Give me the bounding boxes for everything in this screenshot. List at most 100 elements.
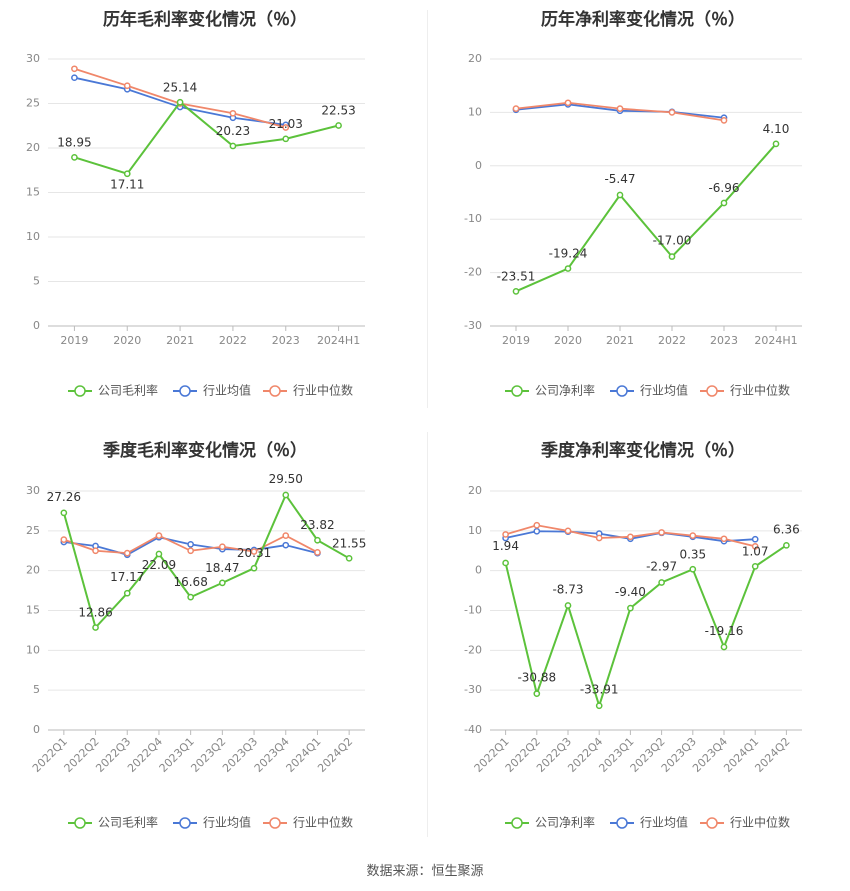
annual-gross-point-industry_median <box>123 82 131 90</box>
quarterly-net-point-industry_median <box>595 534 603 542</box>
panel-divider-top <box>427 10 428 408</box>
quarterly-net-point-company <box>627 604 634 612</box>
quarterly-gross-ytick-label: 0 <box>33 723 40 736</box>
quarterly-gross-legend-marker-company <box>74 817 86 829</box>
annual-net-title: 历年净利率变化情况（％） <box>541 9 745 30</box>
quarterly-gross-data-label: 12.86 <box>78 606 112 620</box>
quarterly-net-data-label: -9.40 <box>615 585 646 599</box>
quarterly-net-point-industry_median <box>564 527 572 535</box>
annual-gross-legend-label: 公司毛利率 <box>98 383 158 398</box>
quarterly-gross-ytick-label: 5 <box>33 683 40 696</box>
annual-gross-legend-marker-company <box>74 385 86 397</box>
quarterly-net-point-company <box>564 602 572 609</box>
quarterly-net-ytick-label: 20 <box>468 484 482 497</box>
annual-net-legend-marker-industry_median <box>706 385 718 397</box>
annual-net-ytick-label: 20 <box>468 52 482 65</box>
quarterly-net-data-label: 1.94 <box>492 539 519 553</box>
quarterly-net-ytick-label: -30 <box>464 683 482 696</box>
annual-gross-ytick-label: 15 <box>26 186 40 199</box>
annual-gross-xtick-label: 2020 <box>113 334 141 347</box>
annual-net-data-label: -17.00 <box>653 234 692 248</box>
quarterly-gross-point-company <box>60 509 68 517</box>
annual-net-data-label: -5.47 <box>604 172 635 186</box>
annual-net-xtick-label: 2024H1 <box>754 334 797 347</box>
annual-gross-line-industry_median <box>74 67 286 129</box>
quarterly-net-line-company <box>504 544 787 710</box>
annual-net-point-industry_median <box>512 105 520 113</box>
annual-net-data-label: -6.96 <box>708 181 739 195</box>
quarterly-gross-data-label: 21.55 <box>332 536 366 550</box>
annual-net-line-company <box>515 143 777 293</box>
quarterly-net-point-company <box>595 702 603 710</box>
quarterly-gross-legend-label: 行业中位数 <box>293 815 353 830</box>
annual-net-data-label: 4.10 <box>763 122 790 136</box>
quarterly-net-ytick-label: -20 <box>464 643 482 656</box>
annual-net-point-industry_median <box>564 99 572 107</box>
quarterly-net-data-label: 1.07 <box>742 544 769 558</box>
annual-net-ytick-label: -20 <box>464 266 482 279</box>
annual-net-legend-label: 行业均值 <box>640 383 688 398</box>
quarterly-net-point-industry_median <box>533 521 541 529</box>
annual-gross-legend-marker-industry_median <box>269 385 281 397</box>
quarterly-net-data-label: -19.16 <box>705 624 744 638</box>
annual-net-point-industry_median <box>616 105 624 113</box>
annual-net-ytick-label: 10 <box>468 105 482 118</box>
annual-net-point-industry_median <box>668 109 676 116</box>
annual-net-point-industry_median <box>720 117 728 124</box>
quarterly-net-data-label: -30.88 <box>517 671 556 685</box>
annual-gross-ytick-label: 20 <box>26 141 40 154</box>
annual-gross-data-label: 22.53 <box>321 103 355 117</box>
quarterly-net-point-company <box>751 563 759 570</box>
quarterly-net-ytick-label: 10 <box>468 524 482 537</box>
annual-gross-ytick-label: 5 <box>33 275 40 288</box>
quarterly-gross-point-industry_median <box>250 548 258 555</box>
annual-gross-point-company <box>71 153 78 161</box>
quarterly-net-legend-marker-industry_avg <box>616 817 628 829</box>
quarterly-net-ytick-label: 0 <box>475 564 482 577</box>
annual-gross-xtick-label: 2022 <box>219 334 247 347</box>
annual-net-xtick-label: 2021 <box>606 334 634 347</box>
annual-gross-data-label: 21.03 <box>269 117 303 131</box>
annual-gross-data-label: 20.23 <box>216 124 250 138</box>
quarterly-gross-data-label: 27.26 <box>47 490 81 504</box>
quarterly-net-title: 季度净利率变化情况（％） <box>541 440 745 461</box>
quarterly-gross-ytick-label: 25 <box>26 524 40 537</box>
quarterly-gross-data-label: 22.09 <box>142 558 176 572</box>
quarterly-net-legend-label: 公司净利率 <box>535 815 595 830</box>
quarterly-gross-point-industry_median <box>60 536 68 543</box>
quarterly-gross-legend-label: 公司毛利率 <box>98 815 158 830</box>
annual-net-xtick-label: 2020 <box>554 334 582 347</box>
quarterly-gross-data-label: 17.17 <box>110 570 144 584</box>
quarterly-net-point-industry_median <box>751 543 759 550</box>
quarterly-gross-point-company <box>92 624 99 631</box>
quarterly-net-point-industry_median <box>502 531 509 538</box>
annual-net-point-company <box>564 265 572 272</box>
annual-net-xtick-label: 2022 <box>658 334 686 347</box>
annual-net-legend-marker-company <box>511 385 523 397</box>
annual-gross-point-industry_avg <box>71 74 78 82</box>
quarterly-net-data-label: -2.97 <box>646 559 677 573</box>
quarterly-gross-point-industry_median <box>123 549 131 557</box>
quarterly-net-point-company <box>689 565 697 573</box>
quarterly-gross-point-company <box>219 579 226 587</box>
annual-net-ytick-label: -30 <box>464 319 482 332</box>
quarterly-gross-title: 季度毛利率变化情况（％） <box>103 440 307 461</box>
quarterly-net-point-company <box>533 690 541 698</box>
annual-gross-ytick-label: 0 <box>33 319 40 332</box>
panel-divider-bottom <box>427 432 428 837</box>
annual-net-ytick-label: 0 <box>475 159 482 172</box>
annual-gross-data-label: 18.95 <box>57 135 91 149</box>
annual-gross-point-industry_median <box>282 124 290 131</box>
annual-gross-point-company <box>123 170 131 178</box>
annual-gross-ytick-label: 30 <box>26 52 40 65</box>
quarterly-net-point-company <box>720 643 728 651</box>
quarterly-gross-point-company <box>282 491 290 499</box>
quarterly-gross-data-label: 18.47 <box>205 561 239 575</box>
quarterly-gross-point-industry_median <box>155 532 163 539</box>
annual-net-ytick-label: -10 <box>464 212 482 225</box>
annual-gross-legend-label: 行业均值 <box>203 383 251 398</box>
quarterly-gross-data-label: 16.68 <box>173 575 207 589</box>
quarterly-net-legend-label: 行业中位数 <box>730 815 790 830</box>
quarterly-gross-point-company <box>155 550 163 558</box>
